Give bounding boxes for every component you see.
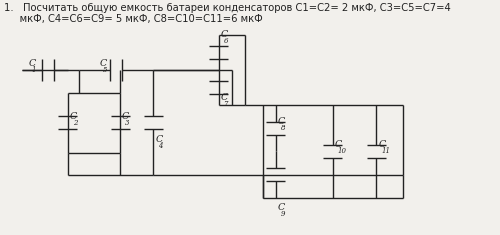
Text: 1: 1 [32, 66, 36, 74]
Text: 1.   Посчитать общую емкость батареи конденсаторов C1=C2= 2 мкФ, C3=C5=C7=4: 1. Посчитать общую емкость батареи конде… [4, 3, 450, 12]
Text: 8: 8 [280, 124, 285, 132]
Text: C: C [220, 30, 228, 39]
Text: C: C [100, 59, 107, 68]
Text: 11: 11 [381, 147, 390, 155]
Text: C: C [378, 140, 386, 149]
Text: C: C [220, 93, 228, 102]
Text: 9: 9 [280, 211, 285, 219]
Text: C: C [156, 134, 162, 144]
Text: C: C [28, 59, 35, 68]
Text: 6: 6 [224, 37, 228, 45]
Text: C: C [334, 140, 342, 149]
Text: 3: 3 [125, 118, 130, 126]
Text: 5: 5 [103, 66, 108, 74]
Text: 7: 7 [224, 99, 228, 107]
Text: 2: 2 [72, 118, 77, 126]
Text: C: C [278, 117, 284, 126]
Text: C: C [122, 111, 130, 121]
Text: 4: 4 [158, 141, 163, 149]
Text: мкФ, C4=C6=C9= 5 мкФ, C8=C10=C11=6 мкФ: мкФ, C4=C6=C9= 5 мкФ, C8=C10=C11=6 мкФ [4, 14, 262, 24]
Text: 10: 10 [338, 147, 346, 155]
Text: C: C [278, 204, 284, 212]
Text: C: C [70, 111, 77, 121]
